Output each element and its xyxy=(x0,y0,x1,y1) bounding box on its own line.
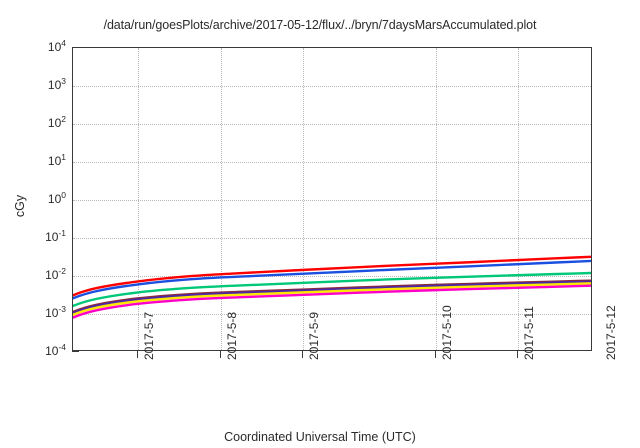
gridline-horizontal xyxy=(73,124,591,125)
plot-area xyxy=(72,47,592,351)
gridline-vertical xyxy=(303,48,304,350)
y-tick-mark xyxy=(72,351,79,352)
x-tick-mark xyxy=(435,351,436,358)
gridline-vertical xyxy=(518,48,519,350)
gridline-vertical xyxy=(221,48,222,350)
y-tick-label: 10-3 xyxy=(45,304,66,320)
y-tick-label: 103 xyxy=(47,76,66,92)
series-green xyxy=(73,271,591,308)
gridline-horizontal xyxy=(73,238,591,239)
series-red xyxy=(73,255,591,297)
gridline-horizontal xyxy=(73,276,591,277)
y-tick-label: 102 xyxy=(47,114,66,130)
x-tick-mark xyxy=(220,351,221,358)
series-purple xyxy=(73,280,591,315)
gridline-horizontal xyxy=(73,200,591,201)
series-magenta xyxy=(73,284,591,319)
x-tick-mark xyxy=(517,351,518,358)
gridline-horizontal xyxy=(73,162,591,163)
x-tick-label: 2017-5-8 xyxy=(225,311,239,360)
x-tick-mark xyxy=(137,351,138,358)
gridline-vertical xyxy=(138,48,139,350)
y-tick-label: 104 xyxy=(47,38,66,54)
x-tick-label: 2017-5-7 xyxy=(142,311,156,360)
data-curves xyxy=(73,255,591,319)
y-tick-label: 10-4 xyxy=(45,342,66,358)
x-tick-label: 2017-5-11 xyxy=(522,306,536,360)
x-tick-label: 2017-5-12 xyxy=(604,305,618,360)
x-axis-label: Coordinated Universal Time (UTC) xyxy=(224,430,416,444)
series-blue xyxy=(73,259,591,300)
chart-title: /data/run/goesPlots/archive/2017-05-12/f… xyxy=(103,18,537,32)
gridline-vertical xyxy=(436,48,437,350)
gridline-horizontal xyxy=(73,86,591,87)
series-yellow xyxy=(73,282,591,317)
x-tick-mark xyxy=(302,351,303,358)
y-tick-label: 100 xyxy=(47,190,66,206)
gridline-horizontal xyxy=(73,314,591,315)
x-tick-label: 2017-5-10 xyxy=(440,305,454,360)
y-tick-label: 101 xyxy=(47,152,66,168)
y-tick-label: 10-2 xyxy=(45,266,66,282)
x-tick-label: 2017-5-9 xyxy=(307,311,321,360)
y-tick-label: 10-1 xyxy=(45,228,66,244)
